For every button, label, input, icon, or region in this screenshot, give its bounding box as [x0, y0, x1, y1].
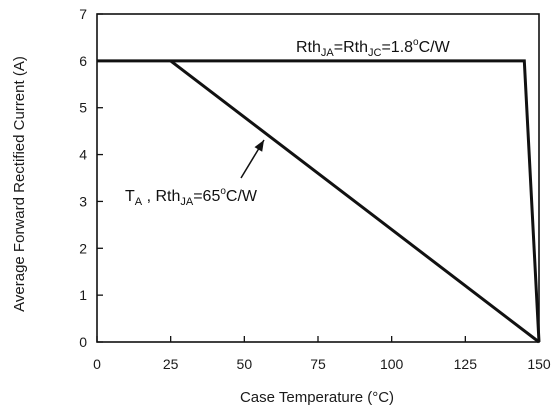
annotation-text: =Rth — [334, 39, 368, 56]
x-tick-label: 100 — [380, 356, 404, 372]
annotation-text: T — [125, 188, 135, 205]
series-line-ta — [169, 59, 540, 344]
x-axis-label: Case Temperature (°C) — [240, 389, 394, 406]
series-line-rth_jc — [97, 59, 541, 343]
annotation-subscript: A — [135, 196, 143, 208]
annotation-text: , Rth — [142, 188, 180, 205]
series-group — [97, 59, 541, 344]
annotation-text: =1.8 — [381, 39, 413, 56]
annotation-subscript: JC — [368, 47, 382, 59]
y-tick-label: 7 — [79, 6, 87, 22]
x-tick-label: 75 — [310, 356, 326, 372]
annotation-superscript: o — [220, 186, 226, 197]
y-tick-label: 0 — [79, 334, 87, 350]
x-tick-label: 0 — [93, 356, 101, 372]
annotation-ta: TA , RthJA=65oC/W — [125, 186, 258, 208]
y-tick-label: 1 — [79, 287, 87, 303]
annotation-arrow-head — [254, 140, 264, 152]
x-tick-label: 125 — [454, 356, 478, 372]
y-tick-label: 5 — [79, 100, 87, 116]
annotation-text: Rth — [296, 39, 321, 56]
annotation-text: C/W — [226, 188, 258, 205]
ticks-group: 0 25 50 75 100 125 150 0 1 2 3 4 5 6 7 — [79, 6, 551, 372]
y-tick-label: 6 — [79, 53, 87, 69]
x-tick-label: 50 — [237, 356, 253, 372]
annotation-superscript: o — [413, 37, 419, 48]
y-axis-label: Average Forward Rectified Current (A) — [11, 56, 28, 312]
annotation-rth_jc: RthJA=RthJC=1.8oC/W — [296, 37, 451, 59]
x-tick-label: 25 — [163, 356, 179, 372]
annotations-group: RthJA=RthJC=1.8oC/WTA , RthJA=65oC/W — [125, 37, 451, 208]
annotation-subscript: JA — [180, 196, 194, 208]
y-tick-label: 3 — [79, 193, 87, 209]
y-tick-label: 2 — [79, 240, 87, 256]
annotation-text: C/W — [419, 39, 451, 56]
y-tick-label: 4 — [79, 147, 87, 163]
x-tick-label: 150 — [527, 356, 551, 372]
annotation-text: =65 — [193, 188, 220, 205]
annotation-subscript: JA — [321, 47, 335, 59]
